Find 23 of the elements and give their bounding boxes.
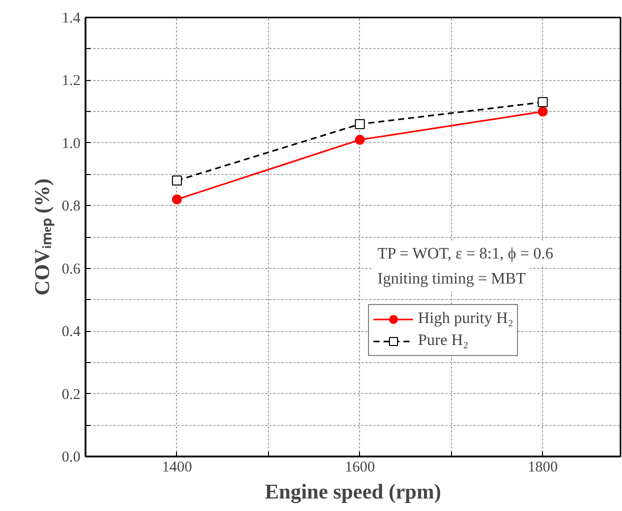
y-tick-label: 0.0 <box>62 450 80 466</box>
y-tick-label: 0.4 <box>62 324 81 340</box>
y-tick-label: 1.4 <box>62 10 81 26</box>
annotation: TP = WOT, ε = 8:1, ϕ = 0.6 <box>378 246 554 262</box>
point <box>538 97 548 108</box>
point <box>538 106 548 117</box>
point <box>172 194 182 204</box>
x-tick-label: 1600 <box>344 460 375 476</box>
y-tick-label: 1.0 <box>62 136 80 152</box>
point <box>354 119 365 130</box>
y-tick-label: 0.2 <box>62 386 80 403</box>
point <box>354 134 365 145</box>
x-axis-title: Engine speed (rpm) <box>264 480 442 504</box>
x-tick-label: 1400 <box>162 460 192 476</box>
x-tick-label: 1800 <box>528 460 558 476</box>
y-tick-label: 0.6 <box>62 261 81 278</box>
annotation: Igniting timing = MBT <box>378 270 526 288</box>
legend-label: Pure H₂ <box>418 332 468 350</box>
y-axis-title: COVᵢₘₑₚ (%) <box>30 178 55 296</box>
point <box>172 176 182 186</box>
y-tick-label: 0.8 <box>62 198 80 215</box>
y-tick-label: 1.2 <box>62 73 80 90</box>
legend-label: High purity H₂ <box>418 310 514 328</box>
